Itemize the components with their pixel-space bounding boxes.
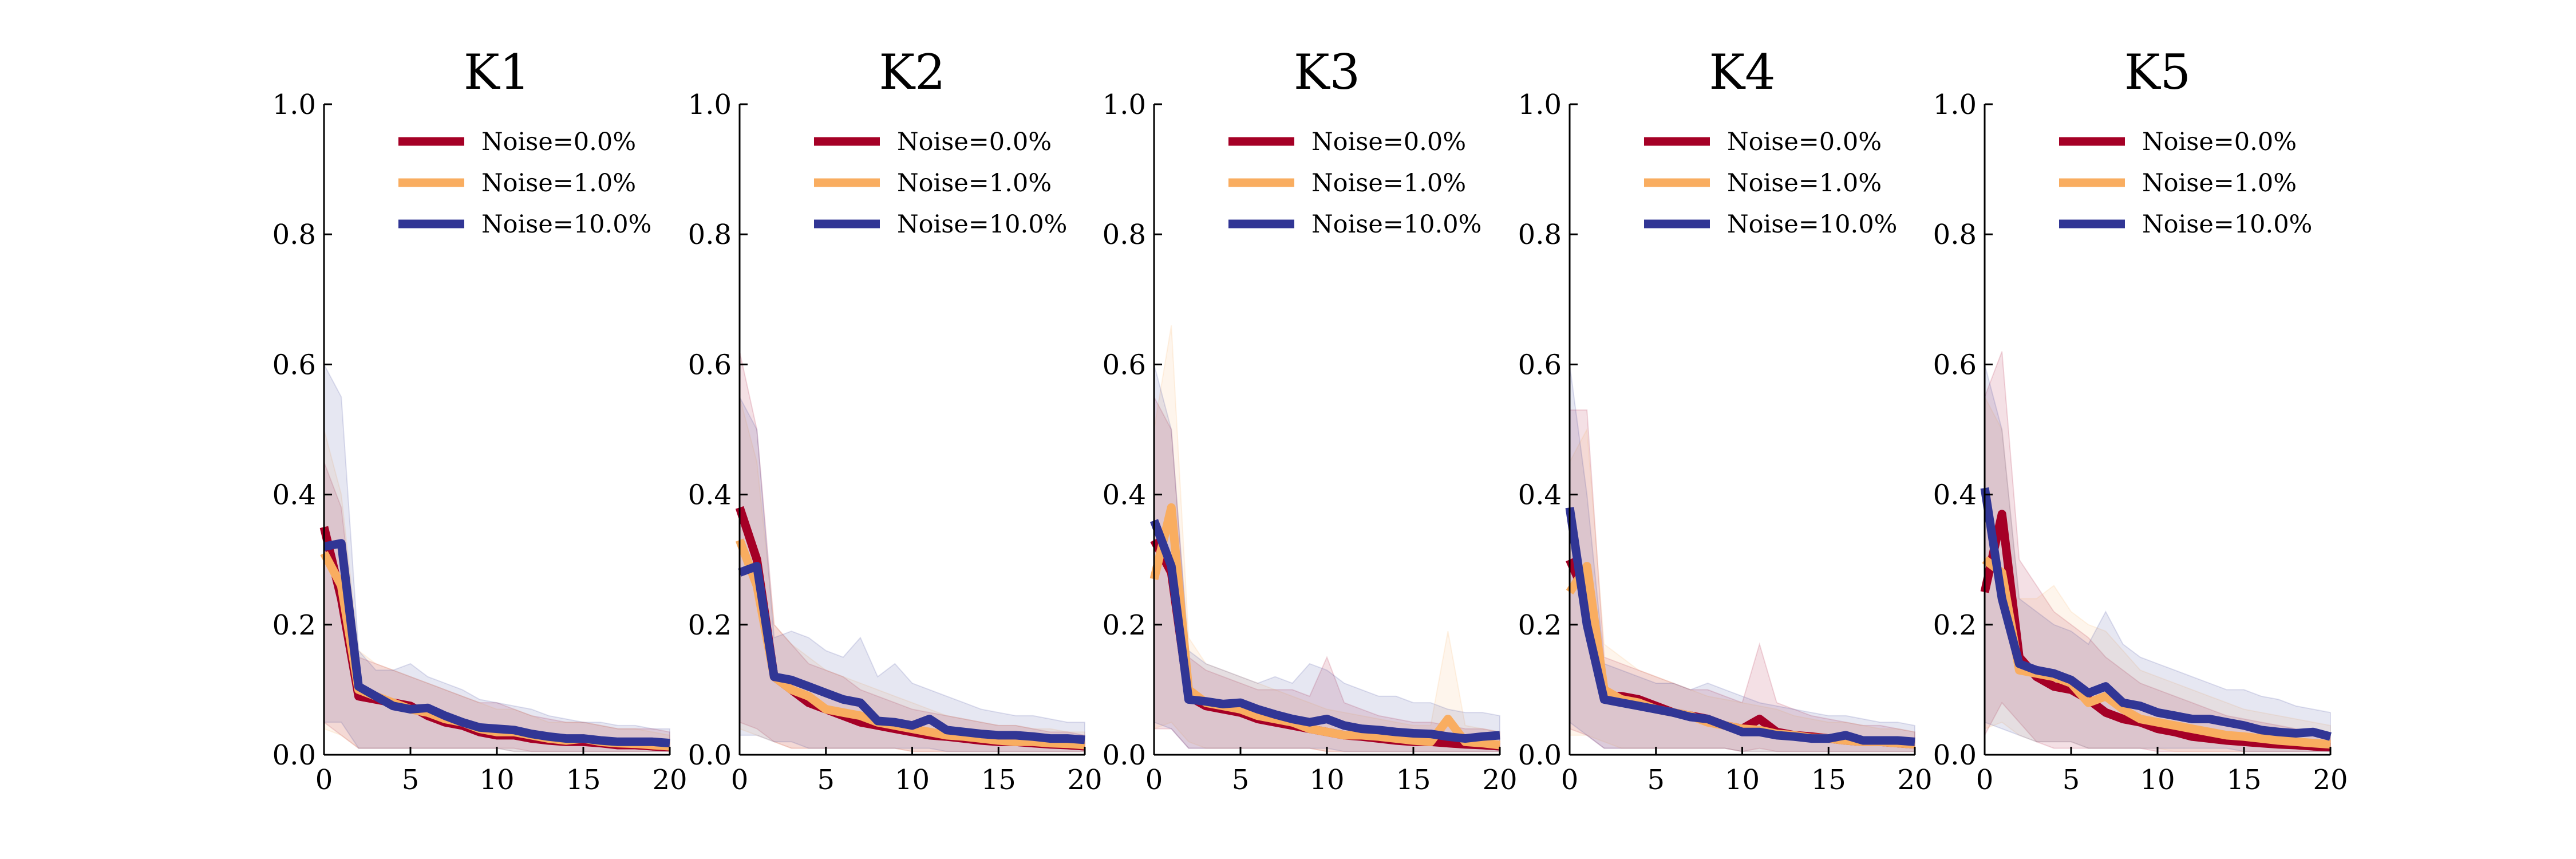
legend-label-3: Noise=10.0%: [1311, 210, 1481, 239]
y-tick-label: 1.0: [1518, 89, 1562, 121]
x-tick-label: 5: [2063, 764, 2080, 796]
band-series-3: [739, 396, 1085, 752]
legend-label-3: Noise=10.0%: [2142, 210, 2312, 239]
legend-label-2: Noise=1.0%: [2142, 169, 2297, 198]
x-tick-label: 10: [1309, 764, 1344, 796]
x-tick-label: 10: [895, 764, 930, 796]
y-tick-label: 0.2: [272, 609, 316, 641]
y-tick-label: 0.8: [1933, 219, 1977, 251]
y-tick-label: 1.0: [688, 89, 732, 121]
y-tick-label: 0.6: [1103, 349, 1146, 381]
chart-panel-4: K4 0.0 0.2 0.4 0.6 0.8 1.0 0 5 10 15 20 Noise=0.0% No…: [1518, 44, 1933, 796]
chart-panel-3: K3 0.0 0.2 0.4 0.6 0.8 1.0 0 5 10 15 20 Noise=0.0% No…: [1103, 44, 1518, 796]
line-series-3: [323, 539, 670, 748]
x-tick-label: 15: [1811, 764, 1846, 796]
x-tick-label: 5: [1647, 764, 1665, 796]
y-tick-label: 0.0: [272, 739, 316, 771]
x-tick-label: 20: [1067, 764, 1102, 796]
x-tick-label: 0: [1976, 764, 1994, 796]
y-tick-label: 0.8: [1518, 219, 1562, 251]
line-series-3: [738, 562, 1085, 744]
line-series-3: [1980, 487, 2332, 741]
x-tick-label: 5: [402, 764, 420, 796]
y-tick-label: 0.4: [688, 479, 732, 511]
line-series-3: [1149, 519, 1500, 743]
x-tick-label: 10: [479, 764, 514, 796]
x-tick-label: 20: [652, 764, 687, 796]
x-tick-label: 0: [315, 764, 333, 796]
y-tick-label: 0.0: [688, 739, 732, 771]
x-tick-label: 0: [1145, 764, 1163, 796]
x-tick-label: 10: [2140, 764, 2175, 796]
x-tick-label: 20: [2313, 764, 2348, 796]
band-series-3: [1984, 364, 2331, 752]
chart-panel-2: K2 0.0 0.2 0.4 0.6 0.8 1.0 0 5 10 15 20 Noise=0.0% No…: [688, 44, 1103, 796]
y-tick-label: 0.0: [1103, 739, 1146, 771]
x-tick-label: 15: [2226, 764, 2261, 796]
y-tick-label: 0.6: [272, 349, 316, 381]
line-series-3: [1565, 507, 1915, 746]
y-tick-label: 0.0: [1518, 739, 1562, 771]
legend-label-2: Noise=1.0%: [1727, 169, 1882, 198]
y-tick-label: 1.0: [1103, 89, 1146, 121]
legend-label-1: Noise=0.0%: [2142, 128, 2297, 156]
legend-label-1: Noise=0.0%: [481, 128, 636, 156]
y-tick-label: 0.6: [1518, 349, 1562, 381]
chart-panel-1: K1 0.0 0.2 0.4 0.6 0.8 1.0 0 5 10 15 20 Noise=0.0% No…: [272, 44, 688, 796]
x-tick-label: 0: [731, 764, 749, 796]
chart-title: K4: [1709, 44, 1775, 100]
y-tick-label: 0.4: [1933, 479, 1977, 511]
y-tick-label: 1.0: [1933, 89, 1977, 121]
x-tick-label: 5: [817, 764, 835, 796]
legend-label-3: Noise=10.0%: [1727, 210, 1897, 239]
chart-title: K2: [879, 44, 945, 100]
legend-label-2: Noise=1.0%: [897, 169, 1052, 198]
legend-label-2: Noise=1.0%: [1311, 169, 1466, 198]
y-tick-label: 0.8: [272, 219, 316, 251]
x-tick-label: 20: [1897, 764, 1932, 796]
chart-title: K1: [464, 44, 530, 100]
y-tick-label: 0.6: [1933, 349, 1977, 381]
x-tick-label: 5: [1232, 764, 1250, 796]
y-tick-label: 0.0: [1933, 739, 1977, 771]
y-tick-label: 0.6: [688, 349, 732, 381]
y-tick-label: 0.4: [272, 479, 316, 511]
x-tick-label: 10: [1725, 764, 1760, 796]
chart-panel-5: K5 0.0 0.2 0.4 0.6 0.8 1.0 0 5 10 15 20 Noise=0.0% No…: [1933, 44, 2348, 796]
y-tick-label: 0.2: [1103, 609, 1146, 641]
legend-label-2: Noise=1.0%: [481, 169, 636, 198]
legend-label-3: Noise=10.0%: [897, 210, 1067, 239]
y-tick-label: 0.8: [1103, 219, 1146, 251]
legend-label-3: Noise=10.0%: [481, 210, 651, 239]
y-tick-label: 0.4: [1103, 479, 1146, 511]
x-tick-label: 0: [1561, 764, 1579, 796]
x-tick-label: 20: [1482, 764, 1517, 796]
chart-title: K5: [2124, 44, 2191, 100]
chart-title: K3: [1294, 44, 1360, 100]
legend-label-1: Noise=0.0%: [1727, 128, 1882, 156]
y-tick-label: 0.8: [688, 219, 732, 251]
legend-label-1: Noise=0.0%: [897, 128, 1052, 156]
legend-label-1: Noise=0.0%: [1311, 128, 1466, 156]
y-tick-label: 0.2: [1518, 609, 1562, 641]
x-tick-label: 15: [1396, 764, 1431, 796]
y-tick-label: 0.2: [688, 609, 732, 641]
x-tick-label: 15: [566, 764, 600, 796]
x-tick-label: 15: [981, 764, 1016, 796]
y-tick-label: 0.4: [1518, 479, 1562, 511]
y-tick-label: 0.2: [1933, 609, 1977, 641]
y-tick-label: 1.0: [272, 89, 316, 121]
